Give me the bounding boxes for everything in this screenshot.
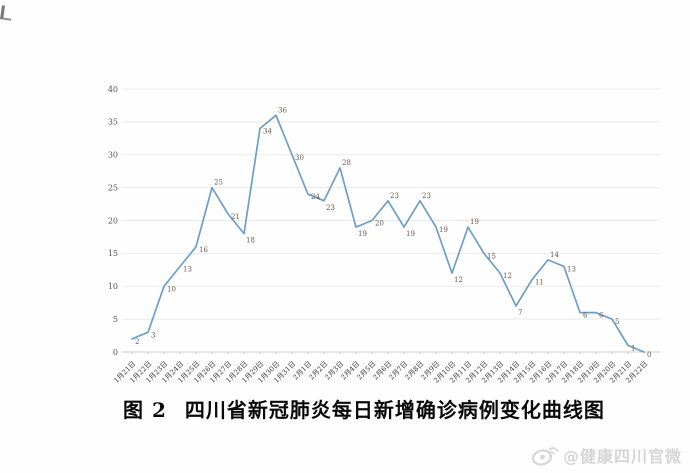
figure-number: 图 2 [123,398,167,422]
y-tick-label: 15 [108,249,118,258]
y-tick-label: 25 [108,183,118,192]
data-point-label: 1 [631,344,635,352]
data-point-label: 23 [326,204,335,212]
data-point-label: 15 [487,252,496,260]
data-line [131,114,645,353]
y-tick-label: 30 [108,151,118,160]
chart-area: 2 3 10 13 16 25 21 18 34 36 30 24 23 28 19 20 23 19 23 19 12… [108,85,660,385]
data-point-label: 21 [231,213,240,221]
y-tick-label: 40 [108,85,118,94]
data-point-label: 0 [647,351,651,359]
data-point-label: 6 [599,312,604,320]
watermark: @健康四川官微 [531,443,682,467]
figure-caption: 图 2 四川省新冠肺炎每日新增确诊病例变化曲线图 [123,394,683,423]
data-point-label: 6 [583,312,588,320]
data-point-label: 19 [358,230,367,238]
data-point-label: 14 [550,251,559,259]
data-point-label: 3 [151,331,155,339]
data-point-label: 13 [183,266,192,274]
data-point-label: 18 [246,237,255,245]
data-point-label: 12 [503,272,512,280]
weibo-icon [531,447,559,466]
y-tick-label: 35 [108,118,118,127]
data-point-label: 16 [199,246,208,254]
data-point-label: 7 [518,309,522,317]
data-point-label: 19 [439,226,448,234]
data-point-label: 34 [263,127,272,135]
data-point-label: 23 [422,192,431,200]
data-point-label: 19 [406,230,415,238]
y-tick-label: 20 [108,216,118,225]
watermark-text: @健康四川官微 [562,447,682,466]
y-tick-label: 5 [113,315,118,324]
figure-title: 四川省新冠肺炎每日新增确诊病例变化曲线图 [184,398,605,422]
data-point-label: 28 [342,159,351,167]
data-point-label: 25 [214,179,223,187]
data-point-label: 30 [295,154,304,162]
data-point-label: 24 [311,193,320,201]
y-tick-label: 10 [108,282,118,291]
data-point-label: 13 [567,266,576,274]
data-point-label: 5 [615,318,619,326]
data-point-label: 2 [135,338,139,346]
data-point-label: 36 [278,106,287,114]
data-point-label: 20 [375,220,384,228]
data-point-label: 23 [390,192,399,200]
data-point-label: 19 [470,218,479,226]
data-point-label: 11 [535,279,544,287]
data-point-label: 10 [167,285,176,293]
data-point-label: 12 [454,276,463,284]
y-tick-label: 0 [113,348,118,357]
line-chart: 2310131625211834363024232819202319231912… [108,85,660,385]
